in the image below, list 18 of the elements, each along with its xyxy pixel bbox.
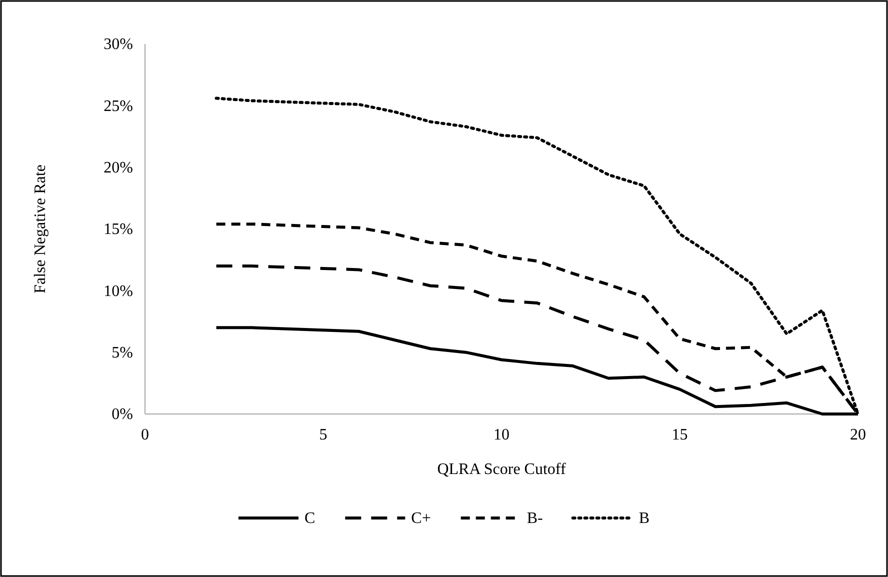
y-tick-label: 5% xyxy=(112,344,133,362)
y-tick-label: 30% xyxy=(104,36,133,54)
y-tick-label: 10% xyxy=(104,282,133,300)
x-tick-label: 0 xyxy=(141,426,149,444)
x-tick-label: 10 xyxy=(494,426,510,444)
y-tick-label: 25% xyxy=(104,98,133,115)
y-axis-title: False Negative Rate xyxy=(32,164,49,294)
y-tick-label: 0% xyxy=(112,406,133,424)
y-tick-label: 15% xyxy=(104,221,133,238)
x-axis-title: QLRA Score Cutoff xyxy=(437,461,566,478)
x-tick-label: 15 xyxy=(672,426,688,444)
x-tick-label: 20 xyxy=(850,426,866,444)
y-tick-label: 20% xyxy=(104,159,133,176)
x-tick-label: 5 xyxy=(319,426,328,444)
legend-label: C+ xyxy=(411,510,431,527)
legend-label: B xyxy=(638,510,650,527)
legend-label: B- xyxy=(526,510,543,527)
legend-label: C xyxy=(304,510,316,527)
